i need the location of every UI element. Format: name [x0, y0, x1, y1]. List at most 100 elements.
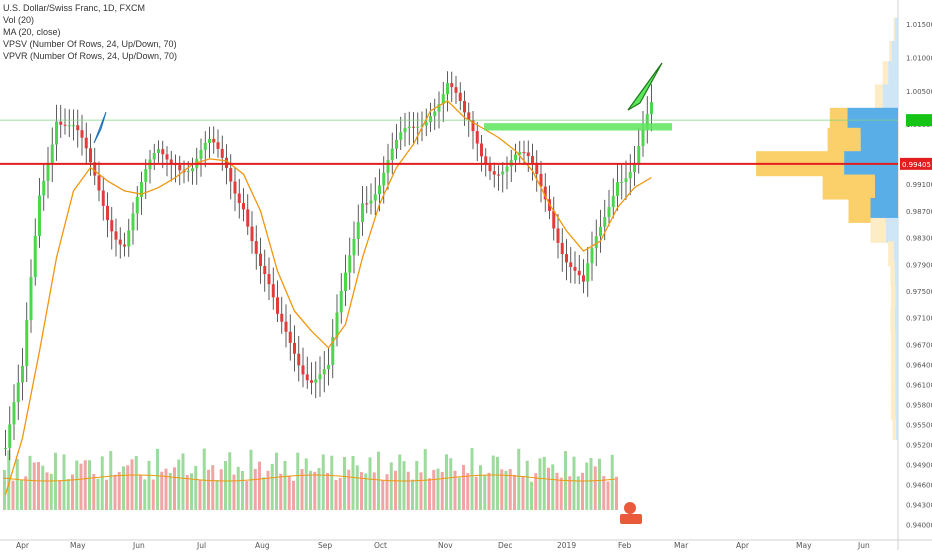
volume-bar: [202, 448, 206, 510]
volume-bar: [32, 462, 36, 510]
volume-bar: [7, 450, 11, 510]
candle-body: [535, 162, 539, 174]
volume-bar: [160, 471, 164, 510]
legend-vpvr[interactable]: VPVR (Number Of Rows, 24, Up/Down, 70): [3, 51, 178, 61]
candle-body: [144, 169, 148, 183]
time-tick-label: Oct: [374, 541, 387, 550]
volume-bar: [500, 469, 504, 510]
candle-body: [352, 239, 356, 256]
volume-profile-down-bar: [827, 127, 861, 153]
volume-profile-down-bar: [882, 61, 889, 87]
volume-bar: [555, 472, 559, 510]
volume-bar: [236, 466, 240, 510]
candle-body: [573, 266, 577, 271]
candle-body: [267, 274, 271, 285]
candle-body: [165, 154, 169, 160]
volume-bar: [11, 480, 15, 510]
candle-body: [169, 159, 173, 164]
candle-body: [373, 194, 377, 201]
candle-body: [80, 130, 84, 138]
candle-body: [505, 166, 509, 172]
candle-body: [110, 220, 114, 232]
candle-body: [318, 374, 322, 380]
volume-bar: [253, 468, 257, 510]
candle-body: [348, 255, 352, 273]
candle-body: [97, 175, 101, 191]
price-tick-label: 1.01000: [906, 54, 932, 62]
volume-bar: [525, 460, 529, 510]
candle-body: [242, 203, 245, 210]
volume-bar: [598, 458, 601, 510]
candle-body: [433, 111, 437, 117]
volume-bar: [41, 465, 45, 510]
volume-bar: [96, 478, 100, 510]
volume-profile-up-bar: [888, 61, 898, 87]
legend-vol[interactable]: Vol (20): [3, 15, 35, 25]
volume-bar: [351, 455, 355, 510]
candle-body: [72, 125, 75, 127]
volume-bar: [304, 458, 308, 510]
legend-ma[interactable]: MA (20, close): [3, 27, 61, 37]
candle-body: [594, 236, 598, 249]
candle-body: [250, 226, 254, 242]
candle-body: [203, 142, 207, 150]
candle-body: [522, 152, 526, 154]
candle-body: [89, 148, 92, 163]
volume-bar: [177, 459, 181, 510]
candle-body: [276, 297, 279, 314]
volume-bar: [109, 450, 113, 510]
volume-bar: [576, 476, 580, 510]
volume-bar: [266, 470, 270, 510]
volume-bar: [491, 455, 495, 510]
resistance-zone-box[interactable]: [484, 123, 672, 131]
volume-profile-down-bar: [822, 174, 875, 200]
volume-profile-down-bar: [890, 371, 896, 397]
legend-vpsv[interactable]: VPSV (Number Of Rows, 24, Up/Down, 70): [3, 39, 177, 49]
price-tick-label: 0.94000: [906, 522, 932, 530]
volume-bar: [207, 469, 210, 510]
last-price-tag: [900, 157, 932, 170]
candle-body: [59, 121, 63, 125]
candle-body: [131, 213, 135, 231]
candle-body: [365, 203, 369, 205]
candle-body: [501, 171, 505, 175]
volume-bar: [139, 474, 142, 510]
candle-body: [628, 172, 632, 179]
volume-bar: [377, 451, 380, 510]
volume-bar: [198, 479, 202, 510]
candle-body: [514, 154, 517, 161]
candle-body: [63, 124, 67, 126]
candle-body: [543, 186, 547, 200]
candle-body: [280, 313, 284, 322]
volume-bar: [100, 456, 104, 510]
volume-bar: [479, 465, 482, 510]
blue-arrow-annotation[interactable]: [93, 111, 107, 144]
volume-bar: [151, 479, 155, 510]
volume-bar: [300, 469, 304, 510]
green-arrow-annotation[interactable]: [627, 62, 663, 111]
volume-bar: [105, 479, 108, 510]
volume-bar: [147, 460, 151, 510]
volume-bar: [156, 448, 159, 510]
candle-body: [454, 87, 458, 93]
volume-bar: [62, 454, 66, 510]
candle-body: [157, 149, 160, 154]
volume-bar: [534, 473, 538, 510]
alert-icon[interactable]: [624, 502, 636, 514]
volume-bar: [317, 468, 321, 510]
legend-symbol[interactable]: U.S. Dollar/Swiss Franc, 1D, FXCM: [3, 3, 146, 13]
candle-body: [424, 122, 428, 126]
volume-bar: [338, 477, 342, 510]
volume-profile-up-bar: [882, 84, 898, 110]
candle-body: [416, 126, 420, 128]
info-badge[interactable]: [620, 514, 642, 524]
volume-bar: [66, 478, 70, 510]
volume-bar: [219, 469, 223, 510]
